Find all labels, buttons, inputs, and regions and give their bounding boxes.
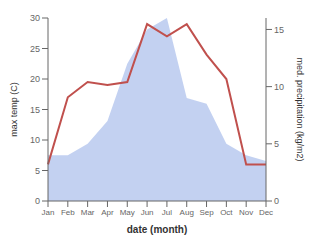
svg-text:Jul: Jul [162,208,172,217]
svg-text:max temp (C): max temp (C) [9,82,19,137]
svg-text:Dec: Dec [259,208,273,217]
svg-text:Sep: Sep [199,208,214,217]
svg-text:Oct: Oct [220,208,233,217]
svg-text:med. precipitation (kg/m2): med. precipitation (kg/m2) [295,57,305,161]
svg-text:25: 25 [30,44,40,54]
svg-text:10: 10 [30,135,40,145]
svg-text:30: 30 [30,13,40,23]
svg-text:Feb: Feb [61,208,75,217]
svg-text:0: 0 [35,196,40,206]
svg-text:5: 5 [35,166,40,176]
svg-text:15: 15 [274,25,284,35]
svg-text:Aug: Aug [180,208,194,217]
svg-text:Nov: Nov [239,208,253,217]
svg-text:10: 10 [274,82,284,92]
svg-text:20: 20 [30,74,40,84]
svg-text:15: 15 [30,105,40,115]
svg-text:Jun: Jun [141,208,154,217]
svg-text:May: May [120,208,135,217]
svg-text:5: 5 [274,139,279,149]
svg-text:Mar: Mar [81,208,95,217]
svg-text:date (month): date (month) [127,224,188,235]
svg-text:Apr: Apr [101,208,114,217]
svg-text:0: 0 [274,196,279,206]
svg-text:Jan: Jan [42,208,55,217]
